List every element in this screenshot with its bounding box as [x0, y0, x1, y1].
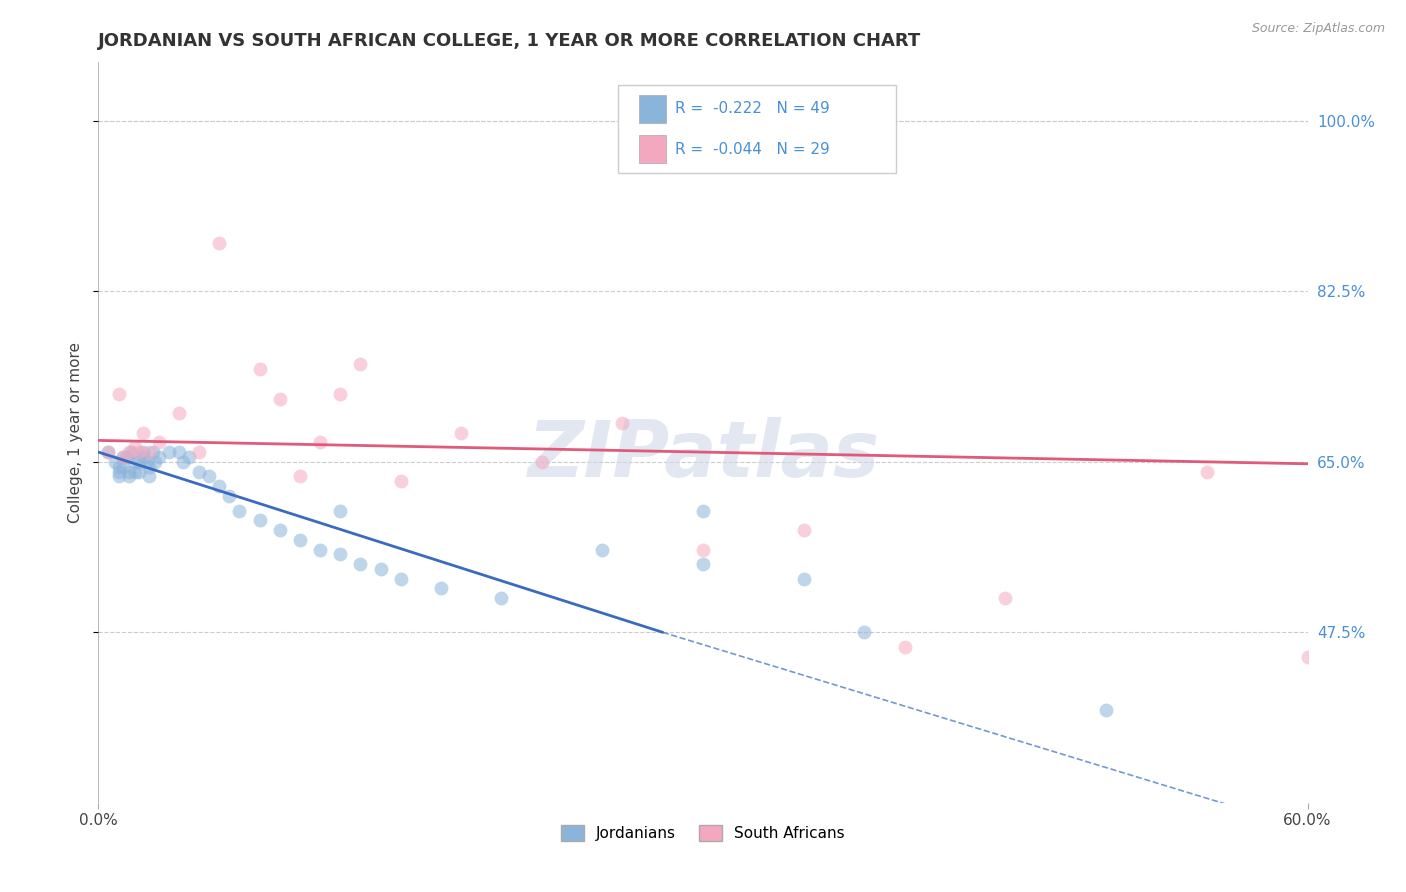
Point — [124, 455, 146, 469]
Point — [309, 542, 332, 557]
FancyBboxPatch shape — [638, 136, 665, 163]
Point — [128, 445, 150, 459]
Point — [111, 450, 134, 464]
Point — [157, 445, 180, 459]
Point — [249, 362, 271, 376]
Point — [218, 489, 240, 503]
Legend: Jordanians, South Africans: Jordanians, South Africans — [555, 819, 851, 847]
Point — [148, 435, 170, 450]
Point — [132, 425, 155, 440]
Point — [124, 440, 146, 454]
Point — [118, 469, 141, 483]
Point — [329, 386, 352, 401]
Point — [349, 358, 371, 372]
Point — [692, 542, 714, 557]
Point — [128, 455, 150, 469]
Point — [692, 503, 714, 517]
Point — [111, 459, 134, 474]
Point — [198, 469, 221, 483]
Point — [107, 459, 129, 474]
Point — [208, 235, 231, 250]
Point — [370, 562, 392, 576]
Point — [530, 455, 553, 469]
Point — [450, 425, 472, 440]
Point — [167, 445, 190, 459]
Point — [167, 406, 190, 420]
Point — [430, 582, 453, 596]
Point — [97, 445, 120, 459]
Point — [228, 503, 250, 517]
Point — [591, 542, 613, 557]
Point — [692, 557, 714, 571]
Point — [1296, 649, 1319, 664]
Point — [120, 445, 142, 459]
Point — [111, 450, 134, 464]
Point — [143, 455, 166, 469]
Point — [138, 445, 160, 459]
Text: JORDANIAN VS SOUTH AFRICAN COLLEGE, 1 YEAR OR MORE CORRELATION CHART: JORDANIAN VS SOUTH AFRICAN COLLEGE, 1 YE… — [98, 32, 922, 50]
Point — [288, 469, 311, 483]
Text: ZIPatlas: ZIPatlas — [527, 417, 879, 493]
Text: Source: ZipAtlas.com: Source: ZipAtlas.com — [1251, 22, 1385, 36]
FancyBboxPatch shape — [619, 85, 897, 173]
Point — [103, 455, 125, 469]
Point — [288, 533, 311, 547]
Point — [329, 548, 352, 562]
Point — [118, 465, 141, 479]
FancyBboxPatch shape — [638, 95, 665, 123]
Point — [172, 455, 194, 469]
Point — [853, 625, 876, 640]
Point — [793, 523, 815, 537]
Point — [1195, 465, 1218, 479]
Point — [994, 591, 1017, 606]
Point — [349, 557, 371, 571]
Point — [249, 513, 271, 527]
Point — [612, 416, 634, 430]
Point — [389, 475, 412, 489]
Point — [138, 459, 160, 474]
Point — [269, 523, 291, 537]
Point — [309, 435, 332, 450]
Point — [208, 479, 231, 493]
Text: R =  -0.222   N = 49: R = -0.222 N = 49 — [675, 101, 830, 116]
Point — [107, 469, 129, 483]
Y-axis label: College, 1 year or more: College, 1 year or more — [67, 343, 83, 523]
Point — [97, 445, 120, 459]
Point — [107, 386, 129, 401]
Point — [142, 445, 165, 459]
Point — [269, 392, 291, 406]
Point — [118, 445, 141, 459]
Text: R =  -0.044   N = 29: R = -0.044 N = 29 — [675, 142, 830, 157]
Point — [179, 450, 201, 464]
Point — [752, 114, 775, 128]
Point — [793, 572, 815, 586]
Point — [135, 455, 157, 469]
Point — [1095, 703, 1118, 717]
Point — [329, 503, 352, 517]
Point — [128, 465, 150, 479]
Point — [107, 465, 129, 479]
Point — [188, 445, 211, 459]
Point — [138, 469, 160, 483]
Point — [389, 572, 412, 586]
Point — [893, 640, 915, 654]
Point — [124, 465, 146, 479]
Point — [132, 445, 155, 459]
Point — [148, 450, 170, 464]
Point — [132, 450, 155, 464]
Point — [115, 450, 138, 464]
Point — [491, 591, 513, 606]
Point — [188, 465, 211, 479]
